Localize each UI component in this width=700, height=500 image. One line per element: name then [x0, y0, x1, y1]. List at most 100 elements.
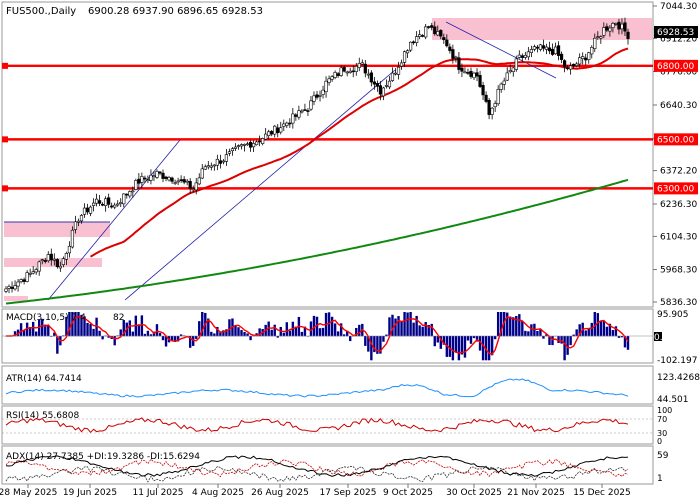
macd-bar: [74, 312, 77, 337]
macd-bar: [617, 336, 621, 338]
candle-body: [116, 203, 120, 206]
macd-bar: [421, 326, 424, 337]
current-price-label: 6928.53: [657, 28, 694, 38]
candle-body: [393, 72, 398, 75]
candle-body: [620, 23, 624, 30]
candle-body: [170, 177, 174, 182]
candle-body: [324, 80, 328, 93]
price-tick-label: 6640.30: [660, 101, 697, 111]
candle-body: [158, 171, 162, 174]
candle-body: [626, 31, 630, 39]
macd-bar: [433, 336, 436, 347]
candle-body: [203, 166, 207, 170]
macd-bar: [587, 329, 590, 337]
candle-body: [369, 72, 373, 83]
macd-bar: [219, 332, 222, 337]
candle-body: [430, 25, 434, 28]
candle-body: [436, 31, 440, 36]
candle-body: [427, 26, 431, 28]
candle-body: [318, 95, 322, 97]
candle-body: [460, 67, 464, 72]
macd-bar: [101, 336, 104, 340]
candle-body: [493, 103, 497, 108]
macd-bar: [179, 334, 183, 337]
macd-bar: [385, 334, 388, 337]
candle-body: [188, 181, 192, 189]
candle-body: [194, 182, 198, 191]
macd-bar: [22, 330, 26, 337]
candle-body: [76, 220, 81, 223]
date-label: 30 Oct 2025: [446, 488, 502, 498]
candle-body: [55, 259, 59, 268]
candle-body: [161, 172, 165, 179]
candle-body: [605, 26, 609, 31]
macd-bar: [216, 326, 219, 337]
candle-body: [478, 75, 482, 87]
macd-bar: [25, 322, 29, 337]
macd-bar: [243, 332, 246, 337]
date-label: 26 Aug 2025: [251, 488, 309, 498]
level-tag: [654, 59, 698, 72]
macd-bar: [267, 321, 270, 337]
macd-bar: [131, 331, 135, 337]
candle-body: [535, 46, 540, 49]
candle-body: [82, 207, 87, 215]
candle-body: [261, 138, 265, 144]
candle-body: [218, 160, 222, 164]
candle-body: [472, 72, 476, 79]
candle-body: [179, 179, 183, 181]
macd-label: MACD(3,10,5) 7.4: [6, 313, 86, 323]
candle-body: [321, 89, 325, 95]
macd-bar: [86, 322, 89, 337]
macd-bar: [41, 318, 44, 337]
macd-bar: [146, 330, 150, 337]
level-marker: [2, 136, 8, 143]
candle-body: [384, 85, 389, 87]
candle-body: [131, 190, 135, 193]
macd-bar: [472, 336, 476, 339]
macd-bar: [509, 316, 512, 337]
macd-bar: [249, 336, 252, 341]
candle-body: [566, 67, 570, 70]
macd-label-tail: 82: [113, 313, 124, 323]
candle-body: [230, 148, 235, 152]
horizontal-levels: [2, 62, 653, 192]
macd-bar: [499, 312, 503, 337]
macd-bar: [602, 320, 606, 337]
macd-bar: [155, 324, 159, 337]
macd-bar: [620, 336, 624, 338]
macd-bar: [490, 336, 494, 356]
macd-bar: [578, 324, 581, 337]
candle-body: [197, 177, 201, 185]
macd-bar: [294, 326, 298, 337]
candle-body: [140, 176, 144, 183]
candle-body: [559, 53, 564, 60]
zone: [4, 296, 28, 301]
atr-label: ATR(14) 64.7414: [6, 374, 82, 384]
candle-body: [128, 191, 132, 197]
macd-bar: [288, 330, 292, 337]
macd-bar: [397, 316, 400, 337]
candle-body: [593, 37, 597, 49]
macd-bar: [315, 316, 319, 337]
candle-body: [212, 164, 216, 167]
macd-bar: [599, 320, 603, 337]
macd-bar: [47, 325, 50, 337]
rsi-pane: RSI(14) 55.6808 100 70 30 0: [1, 405, 672, 446]
candle-body: [611, 23, 615, 29]
candle-body: [200, 168, 204, 179]
symbol-label: FUS500.,Daily: [6, 6, 76, 17]
trendline: [47, 139, 181, 301]
macd-bar: [92, 328, 95, 337]
candle-body: [490, 107, 494, 115]
macd-bar: [566, 336, 569, 355]
candle-body: [381, 87, 386, 97]
macd-bar: [454, 336, 458, 353]
date-label: 15 Dec 2025: [573, 488, 631, 498]
macd-bar: [442, 336, 446, 345]
candle-body: [569, 65, 573, 70]
candle-body: [402, 51, 407, 63]
zone: [432, 18, 652, 40]
candle-body: [499, 83, 503, 90]
candle-body: [34, 269, 38, 273]
